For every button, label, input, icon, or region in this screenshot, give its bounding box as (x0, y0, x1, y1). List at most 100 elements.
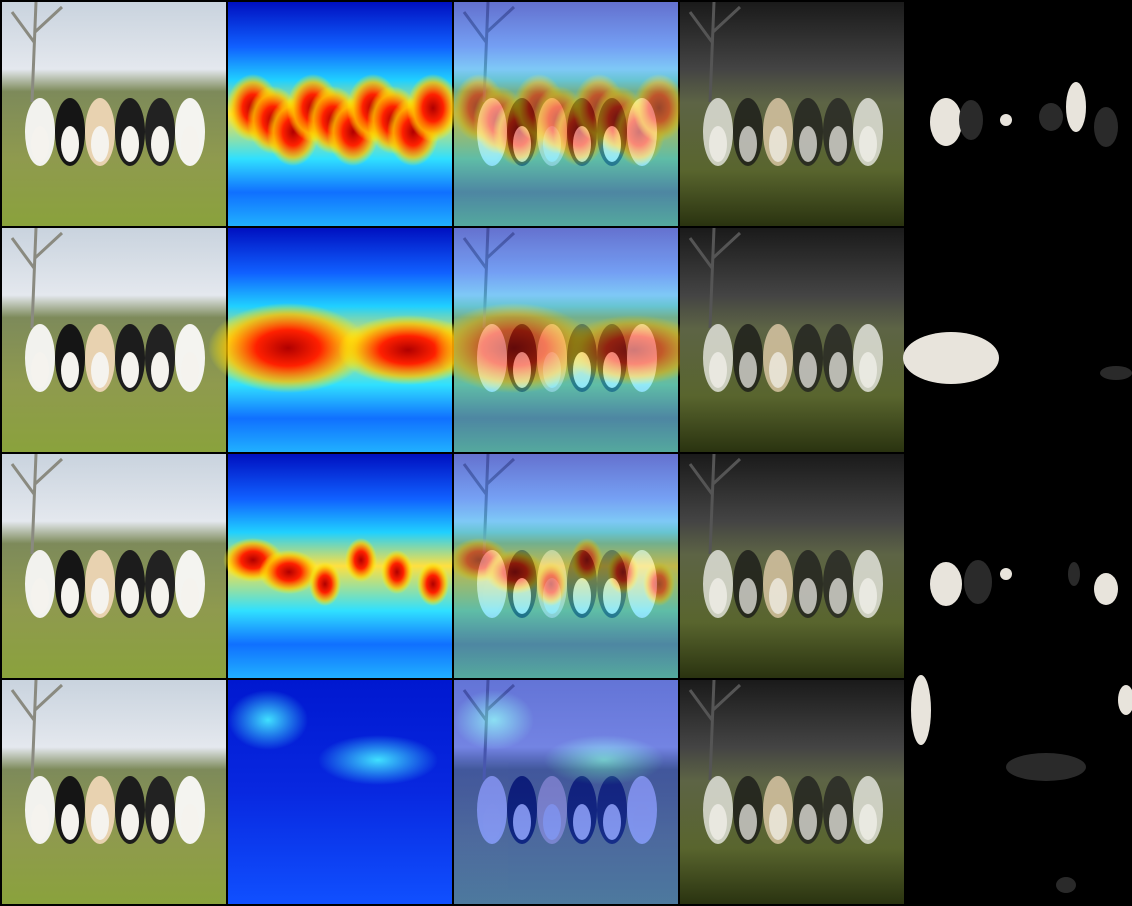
dog-chest (91, 126, 109, 162)
dog-chest (151, 352, 169, 388)
mask-region (959, 100, 983, 140)
hot-spot (381, 550, 413, 594)
dog-chest (61, 126, 79, 162)
dog-chest (799, 804, 817, 840)
hot-spot (535, 562, 567, 606)
mask-region (1118, 685, 1132, 715)
image-cell (906, 675, 1132, 904)
mask-region (1006, 753, 1086, 781)
image-cell (906, 454, 1130, 678)
heatmap-overlay (434, 228, 704, 452)
image-cell (680, 227, 904, 452)
mask-region (1094, 107, 1118, 147)
hot-spot (633, 74, 685, 142)
dog-chest (709, 126, 727, 162)
hot-spot (564, 315, 704, 385)
image-cell (680, 1, 904, 226)
hot-spot (434, 303, 594, 393)
dog-chest (739, 352, 757, 388)
tree (10, 679, 64, 781)
dog-chest (829, 578, 847, 614)
image-cell (454, 679, 678, 904)
dog-chest (829, 126, 847, 162)
tree (10, 227, 64, 329)
image-cell (449, 453, 678, 678)
mask-region (1100, 366, 1132, 380)
mask-region (1039, 103, 1063, 131)
dog-chest (91, 578, 109, 614)
dog-chest (769, 352, 787, 388)
image-cell (2, 1, 226, 226)
dog-chest (91, 352, 109, 388)
image-cell (2, 227, 226, 452)
dog-chest (151, 578, 169, 614)
heatmap-overlay (449, 454, 678, 678)
dog-chest (709, 804, 727, 840)
mask-region (1094, 573, 1118, 605)
dog-chest (829, 352, 847, 388)
heatmap-overlay (454, 680, 678, 904)
hot-spot (607, 550, 639, 594)
dog-chest (739, 804, 757, 840)
dog-chest (859, 352, 877, 388)
dog-chest (829, 804, 847, 840)
mask-region (911, 675, 931, 745)
image-cell (680, 453, 904, 678)
dog-chest (61, 578, 79, 614)
dog-chest (859, 578, 877, 614)
image-cell (223, 454, 452, 678)
dog-chest (91, 804, 109, 840)
cool-spot (544, 735, 664, 785)
dog-chest (61, 352, 79, 388)
mask-region (1000, 114, 1012, 126)
mask-region (1066, 82, 1086, 132)
dog-chest (31, 578, 49, 614)
dog-chest (151, 804, 169, 840)
dog-chest (709, 352, 727, 388)
image-cell (2, 679, 226, 904)
hot-spot (571, 538, 603, 582)
mask-region (930, 98, 962, 146)
mask-region (930, 562, 962, 606)
dog-chest (799, 126, 817, 162)
tree (688, 227, 742, 329)
cool-spot (454, 690, 534, 750)
dog-chest (769, 126, 787, 162)
dog-chest (769, 804, 787, 840)
image-cell (2, 453, 226, 678)
mask-region (1056, 877, 1076, 893)
hot-spot (208, 303, 368, 393)
hot-spot (259, 550, 319, 594)
hot-spot (485, 550, 545, 594)
dog-chest (799, 578, 817, 614)
dog-chest (121, 352, 139, 388)
dog-chest (31, 804, 49, 840)
dog-chest (121, 804, 139, 840)
dog-chest (61, 804, 79, 840)
mask-background (906, 680, 1130, 904)
image-cell (434, 227, 704, 452)
tree (10, 453, 64, 555)
hot-spot (407, 74, 459, 142)
dog-chest (859, 126, 877, 162)
dog-chest (181, 352, 199, 388)
dog-chest (181, 126, 199, 162)
dog-chest (739, 126, 757, 162)
image-cell (453, 1, 685, 226)
image-cell (680, 679, 904, 904)
dog-chest (121, 126, 139, 162)
dog-chest (769, 578, 787, 614)
mask-region (964, 560, 992, 604)
cool-spot (228, 690, 308, 750)
tree (10, 1, 64, 103)
dog-chest (181, 804, 199, 840)
image-cell (227, 2, 459, 226)
dog-chest (31, 126, 49, 162)
tree (688, 679, 742, 781)
dog-chest (799, 352, 817, 388)
dog-chest (151, 126, 169, 162)
dog-chest (31, 352, 49, 388)
mask-region (1068, 562, 1080, 586)
